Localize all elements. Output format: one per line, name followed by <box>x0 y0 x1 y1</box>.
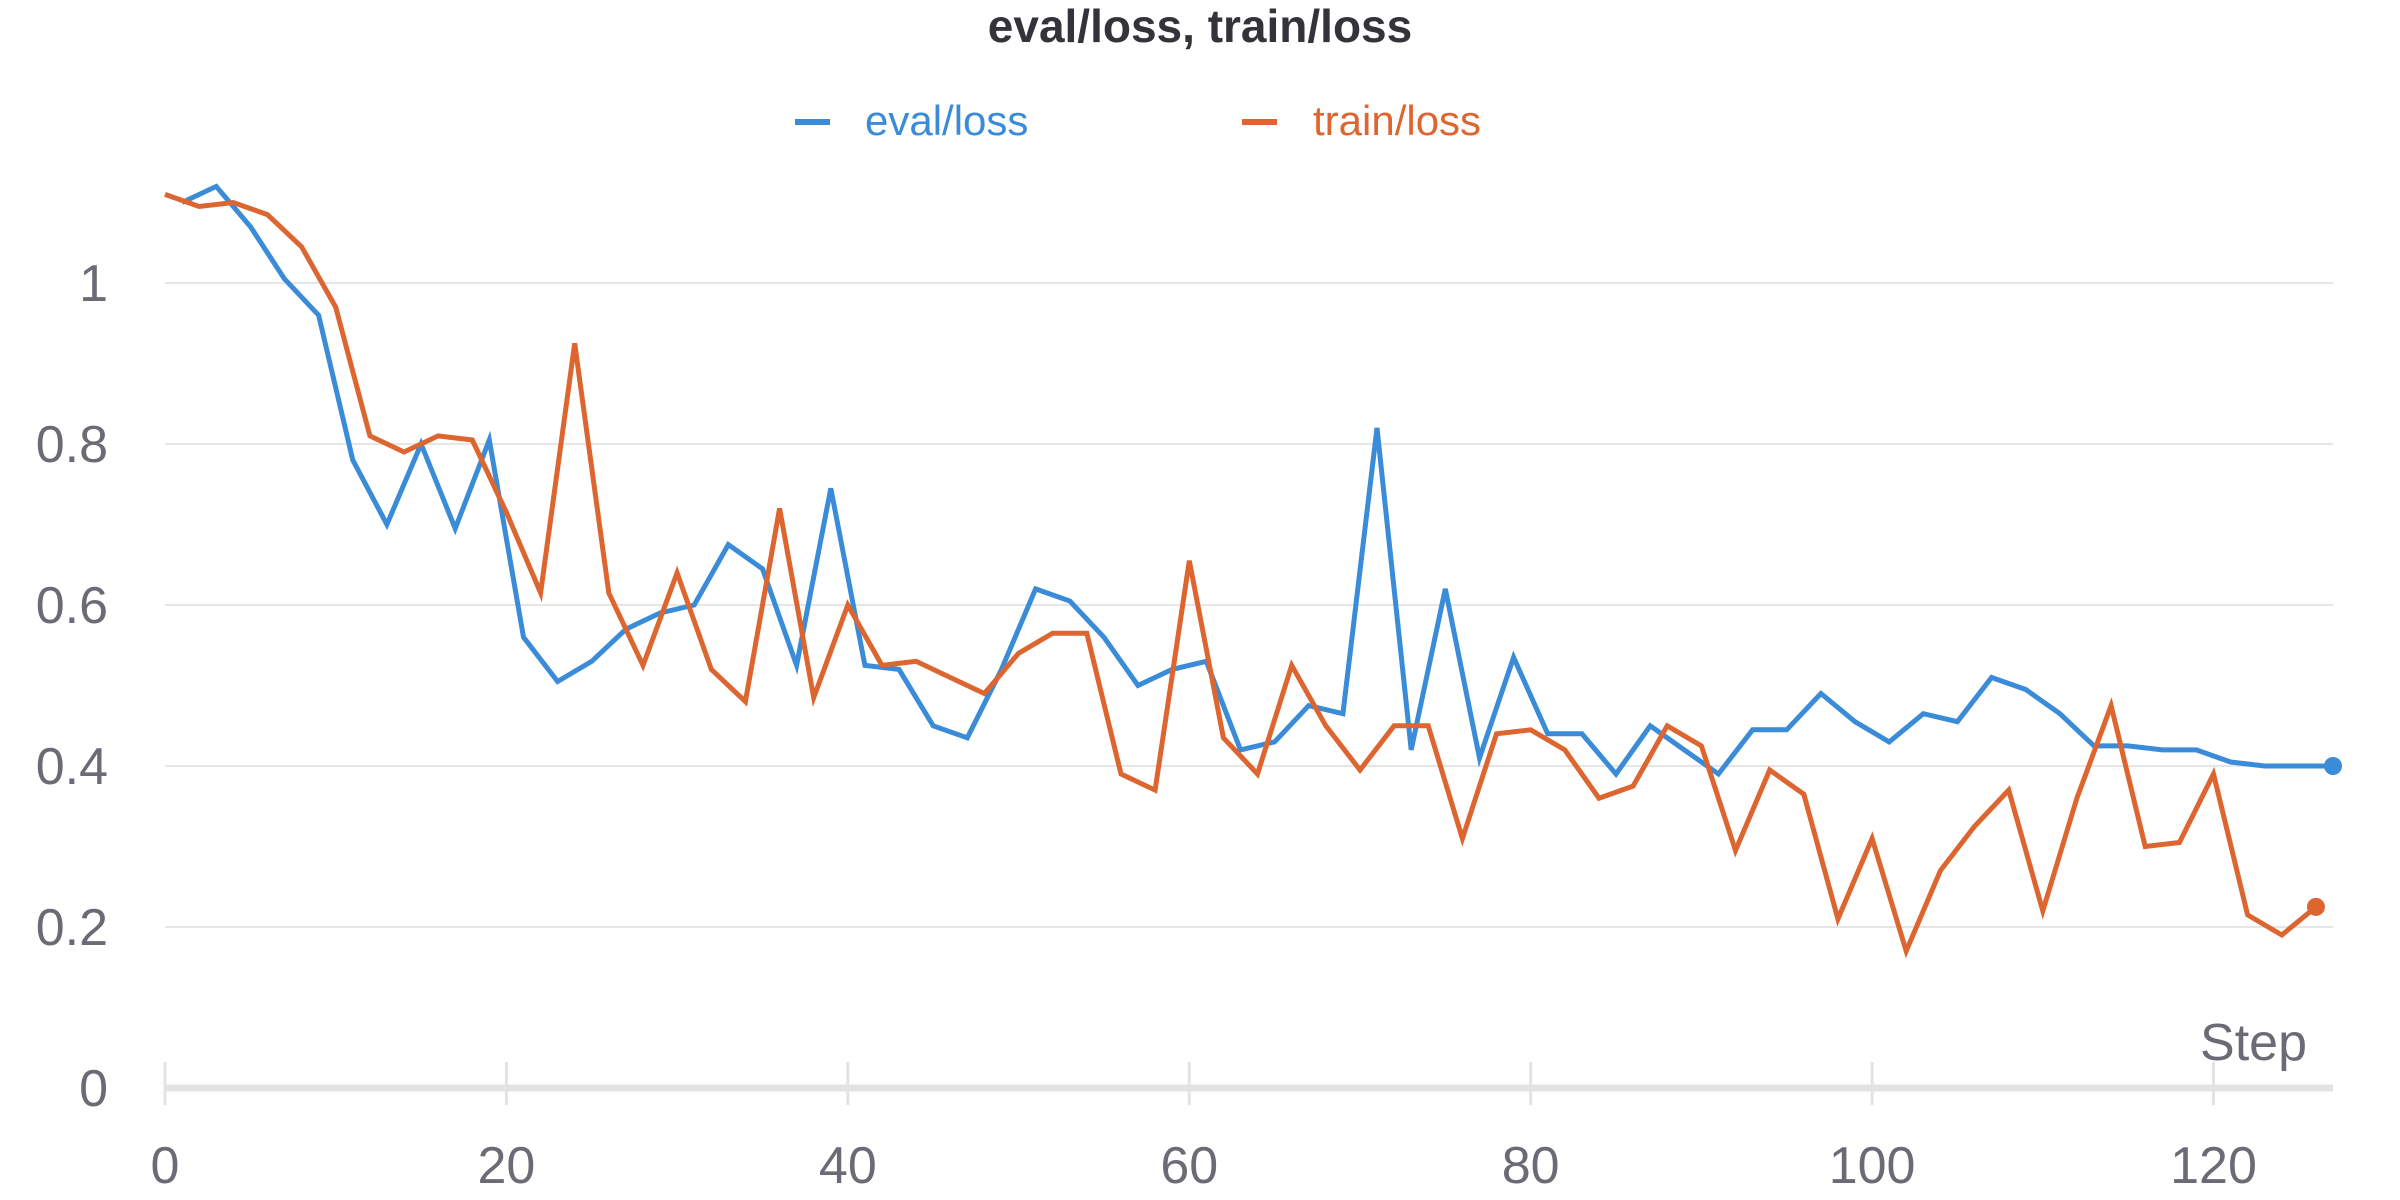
x-tick-label: 120 <box>2170 1137 2257 1195</box>
y-tick-label: 0.2 <box>36 899 108 957</box>
chart-title: eval/loss, train/loss <box>988 0 1412 52</box>
legend-label-train-loss: train/loss <box>1313 97 1481 144</box>
y-tick-label: 0 <box>79 1060 108 1118</box>
legend-item-train-loss[interactable]: train/loss <box>1242 97 1481 144</box>
series-line-train-loss[interactable] <box>164 192 2318 959</box>
series-train-loss[interactable] <box>164 192 2325 959</box>
series-line-eval-loss[interactable] <box>181 183 2333 779</box>
x-axis-ticks: 0 20 40 60 80 100 120 <box>151 1062 2257 1195</box>
legend-item-eval-loss[interactable]: eval/loss <box>795 97 1028 144</box>
x-tick-label: 40 <box>819 1137 877 1195</box>
x-tick-label: 60 <box>1160 1137 1218 1195</box>
series-endpoint-train-loss[interactable] <box>2306 897 2325 916</box>
x-axis-label: Step <box>2200 1014 2307 1072</box>
x-tick-label: 20 <box>477 1137 535 1195</box>
legend[interactable]: eval/loss train/loss <box>795 97 1481 144</box>
plot-area[interactable] <box>164 183 2342 959</box>
y-tick-label: 1 <box>79 255 108 313</box>
x-tick-label: 80 <box>1502 1137 1560 1195</box>
y-tick-label: 0.4 <box>36 738 108 796</box>
y-axis-ticks: 0 0.2 0.4 0.6 0.8 1 <box>36 255 108 1118</box>
x-tick-label: 100 <box>1829 1137 1916 1195</box>
x-tick-label: 0 <box>151 1137 180 1195</box>
series-eval-loss[interactable] <box>181 183 2342 779</box>
legend-label-eval-loss: eval/loss <box>865 97 1028 144</box>
series-endpoint-eval-loss[interactable] <box>2324 757 2342 775</box>
y-tick-label: 0.6 <box>36 577 108 635</box>
gridlines <box>165 282 2333 928</box>
y-tick-label: 0.8 <box>36 416 108 474</box>
